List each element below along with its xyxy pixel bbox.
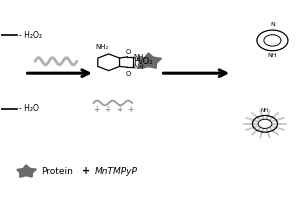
Text: NH: NH [261, 108, 269, 113]
Text: +: + [82, 166, 90, 176]
Text: O: O [125, 71, 131, 77]
Text: +: + [116, 105, 122, 114]
Text: MnTMPyP: MnTMPyP [95, 167, 138, 176]
Text: +: + [105, 105, 111, 114]
Text: +: + [128, 105, 134, 114]
Polygon shape [137, 53, 162, 69]
Text: +: + [93, 105, 99, 114]
Text: Protein: Protein [41, 167, 73, 176]
Text: H₂O₂: H₂O₂ [134, 57, 153, 66]
Text: NH: NH [134, 54, 144, 60]
Text: O: O [125, 49, 131, 55]
Text: NH: NH [268, 53, 277, 58]
Polygon shape [17, 165, 36, 177]
Text: NH₂: NH₂ [96, 44, 109, 50]
Text: N: N [270, 22, 275, 27]
Text: NH: NH [134, 64, 144, 70]
Text: - H₂O₂: - H₂O₂ [19, 31, 42, 40]
Text: - H₂O: - H₂O [19, 104, 39, 113]
